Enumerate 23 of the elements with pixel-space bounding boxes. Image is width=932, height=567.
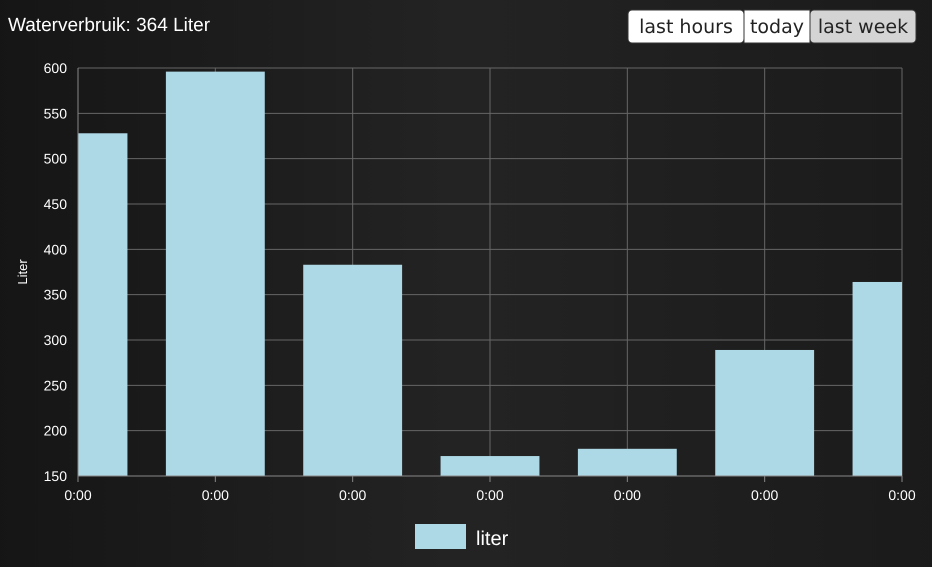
x-tick-label: 0:00 — [614, 487, 642, 503]
y-tick-label: 200 — [44, 422, 68, 439]
y-tick-label: 250 — [44, 377, 68, 394]
x-tick-label: 0:00 — [751, 487, 779, 503]
y-tick-label: 400 — [44, 241, 68, 258]
y-tick-label: 350 — [44, 286, 68, 303]
x-tick-label: 0:00 — [202, 487, 230, 503]
y-tick-label: 300 — [44, 332, 68, 348]
x-tick-label: 0:00 — [888, 487, 916, 503]
text: last hours — [639, 16, 733, 38]
x-tick-label: 0:00 — [339, 487, 367, 503]
x-tick-label: 0:00 — [476, 487, 504, 503]
y-tick-label: 600 — [44, 60, 68, 76]
y-tick-label: 550 — [44, 105, 68, 122]
y-axis-title: Liter — [15, 258, 30, 285]
legend-label: liter — [476, 528, 509, 550]
x-tick-label: 0:00 — [64, 487, 92, 503]
y-tick-label: 450 — [44, 196, 68, 212]
text: last week — [818, 16, 908, 38]
text: today — [750, 16, 804, 38]
y-tick-label: 150 — [44, 468, 68, 484]
chart-title: Waterverbruik: 364 Liter — [8, 15, 211, 36]
y-tick-label: 500 — [44, 150, 68, 167]
